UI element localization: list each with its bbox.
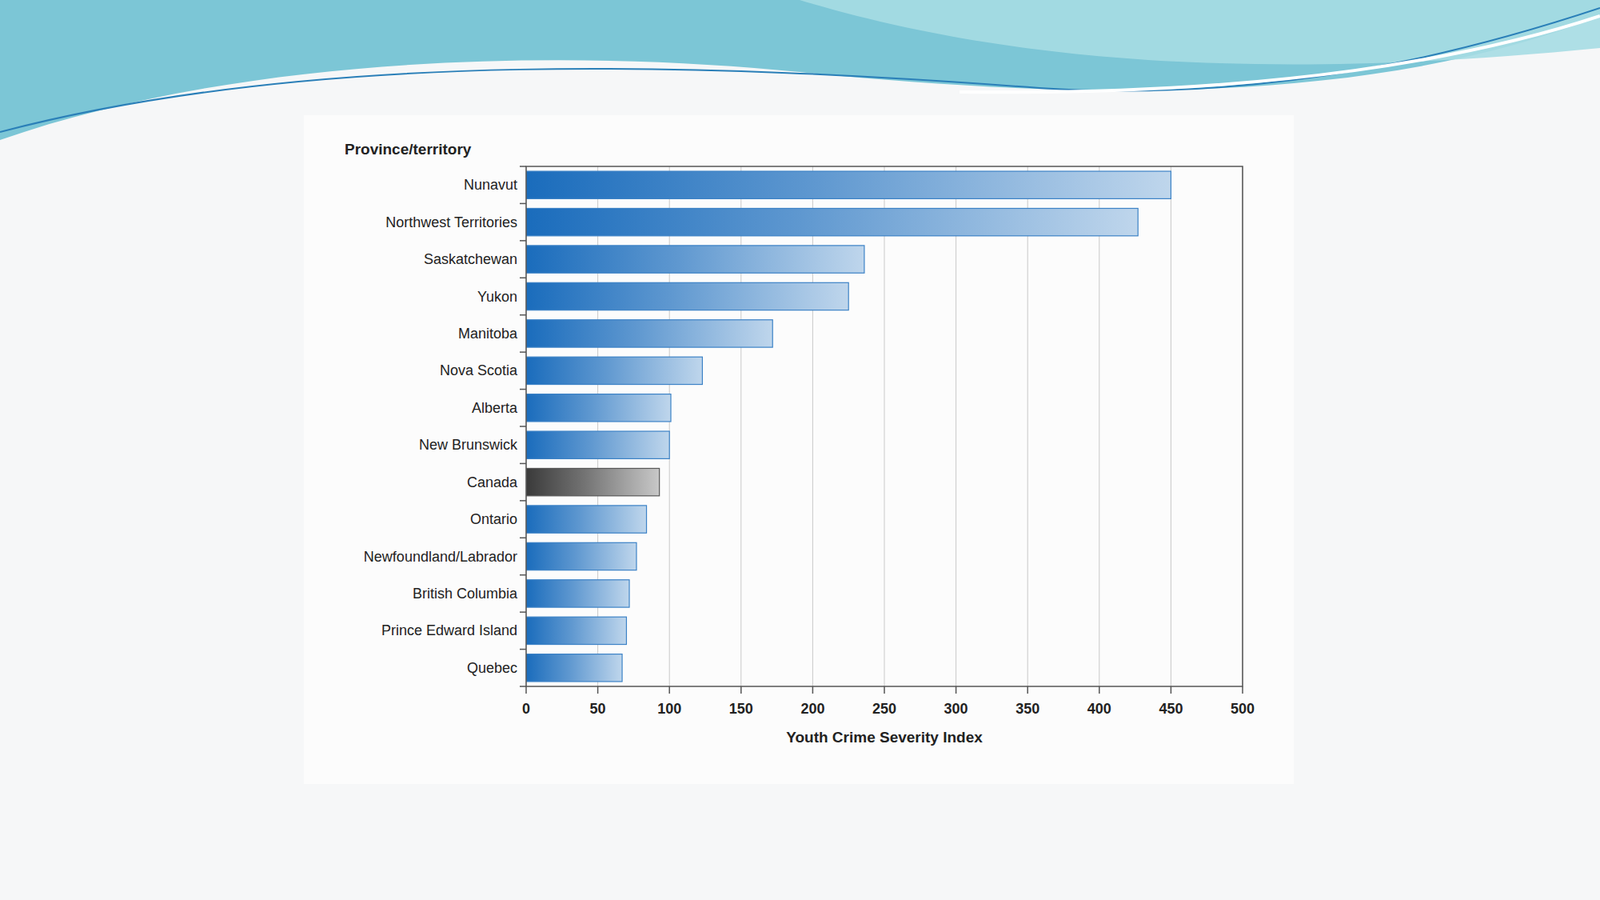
category-label: Ontario <box>470 510 518 527</box>
tick-mark <box>955 686 958 694</box>
tick-label: 500 <box>1230 700 1255 717</box>
category-divider <box>519 574 527 576</box>
category-divider <box>519 685 527 687</box>
category-label: Saskatchewan <box>423 251 518 268</box>
category-label: Prince Edward Island <box>381 622 518 639</box>
category-divider <box>519 462 527 465</box>
category-divider <box>519 351 527 353</box>
bar <box>526 616 627 644</box>
plot-frame <box>526 166 1243 687</box>
tick-label: 250 <box>872 700 897 717</box>
bar <box>526 579 630 607</box>
category-divider <box>519 165 527 168</box>
category-label: Alberta <box>471 399 519 416</box>
category-label: New Brunswick <box>418 436 519 453</box>
tick-label: 350 <box>1015 700 1040 717</box>
bar <box>526 356 703 384</box>
category-label: Quebec <box>466 659 518 676</box>
tick-mark <box>1170 686 1173 694</box>
chart-panel <box>303 115 1294 784</box>
category-divider <box>519 314 527 316</box>
grid-line <box>1027 166 1029 687</box>
x-axis-title: Youth Crime Severity Index <box>786 728 983 746</box>
bar <box>526 394 671 422</box>
tick-label: 0 <box>522 700 531 717</box>
wave-line <box>0 7 1600 132</box>
y-axis-title: Province/territory <box>344 140 472 158</box>
bar <box>526 207 1138 236</box>
grid-line <box>597 166 599 687</box>
category-divider <box>519 425 527 427</box>
bar <box>526 505 647 533</box>
tick-mark <box>525 686 527 694</box>
category-divider <box>519 388 527 391</box>
category-divider <box>519 648 527 651</box>
grid-line <box>884 166 886 687</box>
category-divider <box>519 203 527 205</box>
tick-label: 150 <box>729 700 754 717</box>
tick-mark <box>883 686 886 694</box>
grid-line <box>740 166 742 687</box>
wave-line <box>959 15 1600 92</box>
category-label: Northwest Territories <box>385 214 518 231</box>
category-label: British Columbia <box>412 585 519 602</box>
grid-line <box>1098 166 1100 687</box>
category-label: Yukon <box>477 288 518 305</box>
tick-label: 400 <box>1087 700 1112 717</box>
tick-mark <box>668 686 671 694</box>
tick-mark <box>1026 686 1029 694</box>
bar <box>526 245 865 273</box>
bar <box>526 654 623 682</box>
tick-label: 450 <box>1158 700 1183 717</box>
tick-mark <box>597 686 599 694</box>
bar <box>526 467 660 495</box>
grid-line <box>955 166 957 687</box>
bar <box>526 282 849 310</box>
bar <box>526 542 637 570</box>
category-divider <box>519 499 527 502</box>
tick-mark <box>740 686 743 694</box>
tick-mark <box>1098 686 1101 694</box>
tick-label: 100 <box>657 700 682 717</box>
category-label: Newfoundland/Labrador <box>363 548 518 565</box>
tick-label: 200 <box>800 700 825 717</box>
grid-line <box>669 166 671 687</box>
category-divider <box>519 239 527 242</box>
category-divider <box>519 277 527 280</box>
category-divider <box>519 537 527 539</box>
category-label: Nova Scotia <box>439 362 519 379</box>
tick-label: 300 <box>944 700 969 717</box>
category-label: Nunavut <box>463 176 518 193</box>
tick-mark <box>1241 686 1244 694</box>
category-label: Manitoba <box>458 325 519 342</box>
grid-line <box>1170 166 1172 687</box>
bar <box>526 171 1171 199</box>
grid-line <box>812 166 814 687</box>
tick-label: 50 <box>590 700 607 717</box>
bar <box>526 319 773 348</box>
bars <box>526 171 1171 682</box>
category-divider <box>519 610 527 613</box>
bar <box>526 430 670 459</box>
wave <box>0 0 1600 64</box>
tick-mark <box>812 686 814 694</box>
category-label: Canada <box>466 474 519 491</box>
